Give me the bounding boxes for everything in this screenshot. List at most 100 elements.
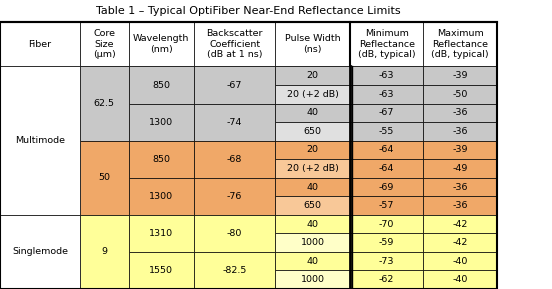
Bar [129,103,194,141]
Bar [275,122,350,141]
Bar [350,122,423,141]
Bar [194,22,275,66]
Text: -57: -57 [379,201,394,210]
Bar [423,103,497,122]
Text: -55: -55 [379,127,394,136]
Text: 1000: 1000 [301,275,325,284]
Bar [275,196,350,215]
Text: 40: 40 [307,220,319,229]
Bar [423,22,497,66]
Bar [0,66,80,215]
Bar [350,141,423,159]
Bar [275,85,350,103]
Bar [80,66,129,141]
Bar [194,252,275,289]
Text: -42: -42 [453,220,468,229]
Bar [350,196,423,215]
Text: -49: -49 [453,164,468,173]
Bar [350,66,423,85]
Bar [423,215,497,234]
Bar [275,103,350,122]
Text: -59: -59 [379,238,394,247]
Text: -40: -40 [453,275,468,284]
Bar [423,196,497,215]
Bar [275,178,350,196]
Text: -63: -63 [379,90,395,99]
Bar [423,141,497,159]
Text: 850: 850 [152,155,170,164]
Text: -63: -63 [379,71,395,80]
Text: 1300: 1300 [149,118,173,127]
Text: 1000: 1000 [301,238,325,247]
Bar [275,252,350,271]
Text: Maximum
Reflectance
(dB, typical): Maximum Reflectance (dB, typical) [431,29,489,59]
Text: Singlemode: Singlemode [12,247,68,256]
Text: 40: 40 [307,257,319,266]
Bar [350,252,423,271]
Bar [275,66,350,85]
Text: 650: 650 [304,201,322,210]
Text: -62: -62 [379,275,394,284]
Text: 1550: 1550 [149,266,173,275]
Text: 50: 50 [98,173,110,182]
Text: -74: -74 [227,118,242,127]
Bar [423,122,497,141]
Text: -80: -80 [227,229,242,238]
Bar [129,252,194,289]
Text: -36: -36 [452,201,468,210]
Text: -69: -69 [379,183,394,192]
Text: -42: -42 [453,238,468,247]
Text: -64: -64 [379,164,394,173]
Text: Backscatter
Coefficient
(dB at 1 ns): Backscatter Coefficient (dB at 1 ns) [206,29,263,59]
Bar [423,271,497,289]
Bar [350,178,423,196]
Bar [0,215,80,289]
Bar [275,22,350,66]
Text: 850: 850 [152,81,170,90]
Text: -67: -67 [227,81,242,90]
Bar [194,141,275,178]
Text: 62.5: 62.5 [94,99,115,108]
Bar [0,22,80,66]
Text: -76: -76 [227,192,242,201]
Text: Multimode: Multimode [15,136,65,145]
Bar [194,215,275,252]
Text: 20: 20 [307,145,319,154]
Bar [350,271,423,289]
Bar [350,215,423,234]
Bar [129,178,194,215]
Text: -36: -36 [452,108,468,117]
Text: -64: -64 [379,145,394,154]
Bar [80,22,129,66]
Bar [350,85,423,103]
Text: Core
Size
(μm): Core Size (μm) [93,29,116,59]
Text: Pulse Width
(ns): Pulse Width (ns) [285,34,341,54]
Text: -50: -50 [453,90,468,99]
Bar [423,178,497,196]
Bar [275,159,350,178]
Text: -39: -39 [452,145,468,154]
Text: -70: -70 [379,220,394,229]
Bar [194,66,275,103]
Bar [275,271,350,289]
Bar [423,66,497,85]
Bar [350,22,423,66]
Bar [423,85,497,103]
Text: 40: 40 [307,108,319,117]
Bar [423,252,497,271]
Bar [194,178,275,215]
Text: -67: -67 [379,108,394,117]
Bar [275,215,350,234]
Text: -68: -68 [227,155,242,164]
Text: Wavelength
(nm): Wavelength (nm) [133,34,189,54]
Text: 20: 20 [307,71,319,80]
Text: 20 (+2 dB): 20 (+2 dB) [287,164,338,173]
Text: -73: -73 [379,257,395,266]
Text: 650: 650 [304,127,322,136]
Bar [129,66,194,103]
Text: -40: -40 [453,257,468,266]
Bar [423,233,497,252]
Bar [275,141,350,159]
Text: -36: -36 [452,183,468,192]
Text: 1300: 1300 [149,192,173,201]
